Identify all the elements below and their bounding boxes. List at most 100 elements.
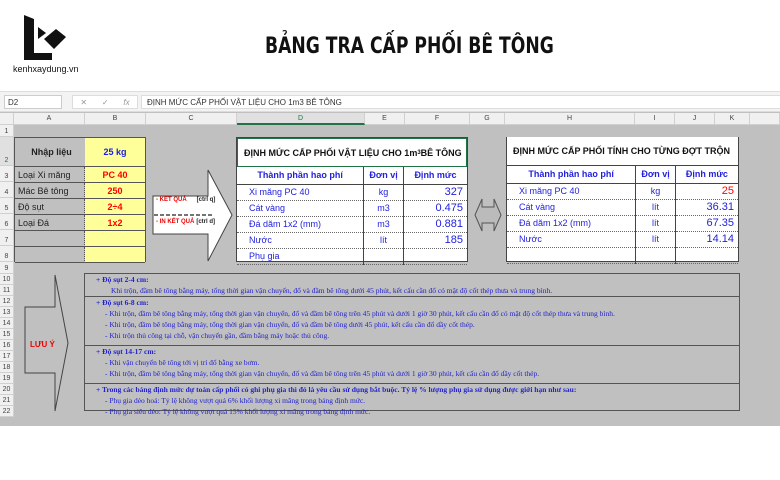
column-heading: Đơn vị — [363, 167, 404, 185]
column-header-h[interactable]: H — [505, 113, 635, 125]
input-header-label: Nhập liệu — [15, 138, 85, 167]
select-all[interactable] — [0, 113, 14, 125]
unit-cell[interactable]: kg — [635, 183, 676, 200]
column-header-a[interactable]: A — [14, 113, 85, 125]
print-shortcut[interactable]: - IN KẾT QUẢ [ctrl d] — [156, 219, 216, 225]
amount-cell[interactable] — [675, 247, 738, 264]
input-quantity[interactable]: 25 kg — [85, 138, 145, 167]
unit-cell[interactable]: lít — [635, 231, 676, 248]
row-header-22[interactable]: 22 — [0, 406, 14, 417]
row-header-5[interactable]: 5 — [0, 198, 14, 214]
unit-cell[interactable]: lít — [635, 199, 676, 216]
row-header-1[interactable]: 1 — [0, 125, 14, 137]
header-row: Thành phần hao phí Đơn vị Định mức — [507, 166, 738, 184]
table-row: Cát vàng m3 0.475 — [237, 200, 467, 217]
column-header-i[interactable]: I — [635, 113, 675, 125]
row-header-19[interactable]: 19 — [0, 373, 14, 384]
note-section: + Độ sụt 14-17 cm: - Khi vận chuyển bê tô… — [85, 346, 739, 384]
input-value[interactable] — [85, 231, 145, 247]
table-row: Phụ gia — [237, 248, 467, 265]
unit-cell[interactable] — [363, 248, 404, 265]
result-arrow-shape — [152, 169, 233, 262]
row-header-7[interactable]: 7 — [0, 230, 14, 246]
input-value[interactable]: 1x2 — [85, 215, 145, 231]
column-header-k[interactable]: K — [715, 113, 750, 125]
column-header-j[interactable]: J — [675, 113, 715, 125]
amount-cell[interactable]: 185 — [403, 232, 467, 249]
component-cell[interactable]: Nước — [237, 232, 365, 249]
input-label: Loại Xi măng — [15, 167, 85, 183]
result-shortcut[interactable]: - KẾT QUẢ [ctrl q] — [156, 197, 216, 203]
amount-cell[interactable]: 67.35 — [675, 215, 738, 232]
column-header-c[interactable]: C — [146, 113, 237, 125]
row-header-21[interactable]: 21 — [0, 395, 14, 406]
row-header-3[interactable]: 3 — [0, 166, 14, 182]
notes-label: LƯU Ý — [30, 340, 55, 349]
amount-cell[interactable] — [403, 248, 467, 265]
unit-cell[interactable]: m3 — [363, 200, 404, 217]
row-header-8[interactable]: 8 — [0, 246, 14, 262]
unit-cell[interactable]: kg — [363, 184, 404, 201]
note-line: - Phụ gia dẻo hoá: Tỷ lệ không vượt quá … — [105, 396, 366, 405]
unit-cell[interactable]: lít — [635, 215, 676, 232]
amount-cell[interactable]: 36.31 — [675, 199, 738, 216]
table-row: Đá dăm 1x2 (mm) lít 67.35 — [507, 215, 738, 232]
amount-cell[interactable]: 14.14 — [675, 231, 738, 248]
note-line: - Khi trộn, đầm bê tông bằng máy, tổng t… — [105, 369, 540, 378]
table1-title[interactable]: ĐỊNH MỨC CẤP PHỐI VẬT LIỆU CHO 1m 3 BÊ TÔ… — [237, 138, 467, 167]
note-section: + Trong các bảng định mức dự toán cấp ph… — [85, 384, 739, 417]
component-cell[interactable]: Xi măng PC 40 — [507, 183, 637, 200]
row-header-16[interactable]: 16 — [0, 340, 14, 351]
amount-cell[interactable]: 25 — [675, 183, 738, 200]
input-value[interactable]: 250 — [85, 183, 145, 199]
component-cell[interactable]: Cát vàng — [507, 199, 637, 216]
table2-title: ĐỊNH MỨC CẤP PHỐI TÍNH CHO TỪNG ĐỢT TRỘN — [507, 137, 738, 166]
input-value[interactable]: 2÷4 — [85, 199, 145, 215]
column-header-d[interactable]: D — [237, 113, 365, 125]
row-header-11[interactable]: 11 — [0, 285, 14, 296]
component-cell[interactable]: Phụ gia — [237, 248, 365, 265]
table-row: Đá dăm 1x2 (mm) m3 0.881 — [237, 216, 467, 233]
row-header-20[interactable]: 20 — [0, 384, 14, 395]
component-cell[interactable] — [507, 247, 637, 264]
mix-per-batch-table: ĐỊNH MỨC CẤP PHỐI TÍNH CHO TỪNG ĐỢT TRỘN… — [506, 137, 739, 264]
double-arrow-icon — [474, 198, 502, 232]
row-header-18[interactable]: 18 — [0, 362, 14, 373]
confirm-icon[interactable]: ✓ — [101, 97, 109, 107]
row-header-15[interactable]: 15 — [0, 329, 14, 340]
column-header-e[interactable]: E — [365, 113, 405, 125]
amount-cell[interactable]: 0.881 — [403, 216, 467, 233]
component-cell[interactable]: Xi măng PC 40 — [237, 184, 365, 201]
component-cell[interactable]: Đá dăm 1x2 (mm) — [507, 215, 637, 232]
column-header-f[interactable]: F — [405, 113, 470, 125]
unit-cell[interactable]: lít — [363, 232, 404, 249]
amount-cell[interactable]: 0.475 — [403, 200, 467, 217]
row-header-4[interactable]: 4 — [0, 182, 14, 198]
input-value[interactable]: PC 40 — [85, 167, 145, 183]
row-header-6[interactable]: 6 — [0, 214, 14, 230]
note-heading: + Trong các bảng định mức dự toán cấp ph… — [96, 385, 577, 394]
column-header-g[interactable]: G — [470, 113, 505, 125]
component-cell[interactable]: Cát vàng — [237, 200, 365, 217]
column-heading: Định mức — [675, 166, 738, 184]
component-cell[interactable]: Đá dăm 1x2 (mm) — [237, 216, 365, 233]
row-header-13[interactable]: 13 — [0, 307, 14, 318]
unit-cell[interactable]: m3 — [363, 216, 404, 233]
row-header-14[interactable]: 14 — [0, 318, 14, 329]
component-cell[interactable]: Nước — [507, 231, 637, 248]
row-header-17[interactable]: 17 — [0, 351, 14, 362]
row-header-10[interactable]: 10 — [0, 274, 14, 285]
row-header-2[interactable]: 2 — [0, 137, 14, 166]
amount-cell[interactable]: 327 — [403, 184, 467, 201]
fx-icon[interactable]: fx — [123, 97, 130, 107]
row-header-9[interactable]: 9 — [0, 262, 14, 274]
unit-cell[interactable] — [635, 247, 676, 264]
column-header-b[interactable]: B — [85, 113, 146, 125]
cancel-icon[interactable]: ✕ — [80, 97, 88, 107]
name-box[interactable]: D2 — [4, 95, 62, 109]
input-label: Mác Bê tông — [15, 183, 85, 199]
input-value[interactable] — [85, 247, 145, 263]
column-heading: Thành phần hao phí — [237, 167, 365, 185]
formula-input[interactable]: ĐỊNH MỨC CẤP PHỐI VẬT LIỆU CHO 1m3 BÊ TÔ… — [141, 95, 780, 109]
row-header-12[interactable]: 12 — [0, 296, 14, 307]
